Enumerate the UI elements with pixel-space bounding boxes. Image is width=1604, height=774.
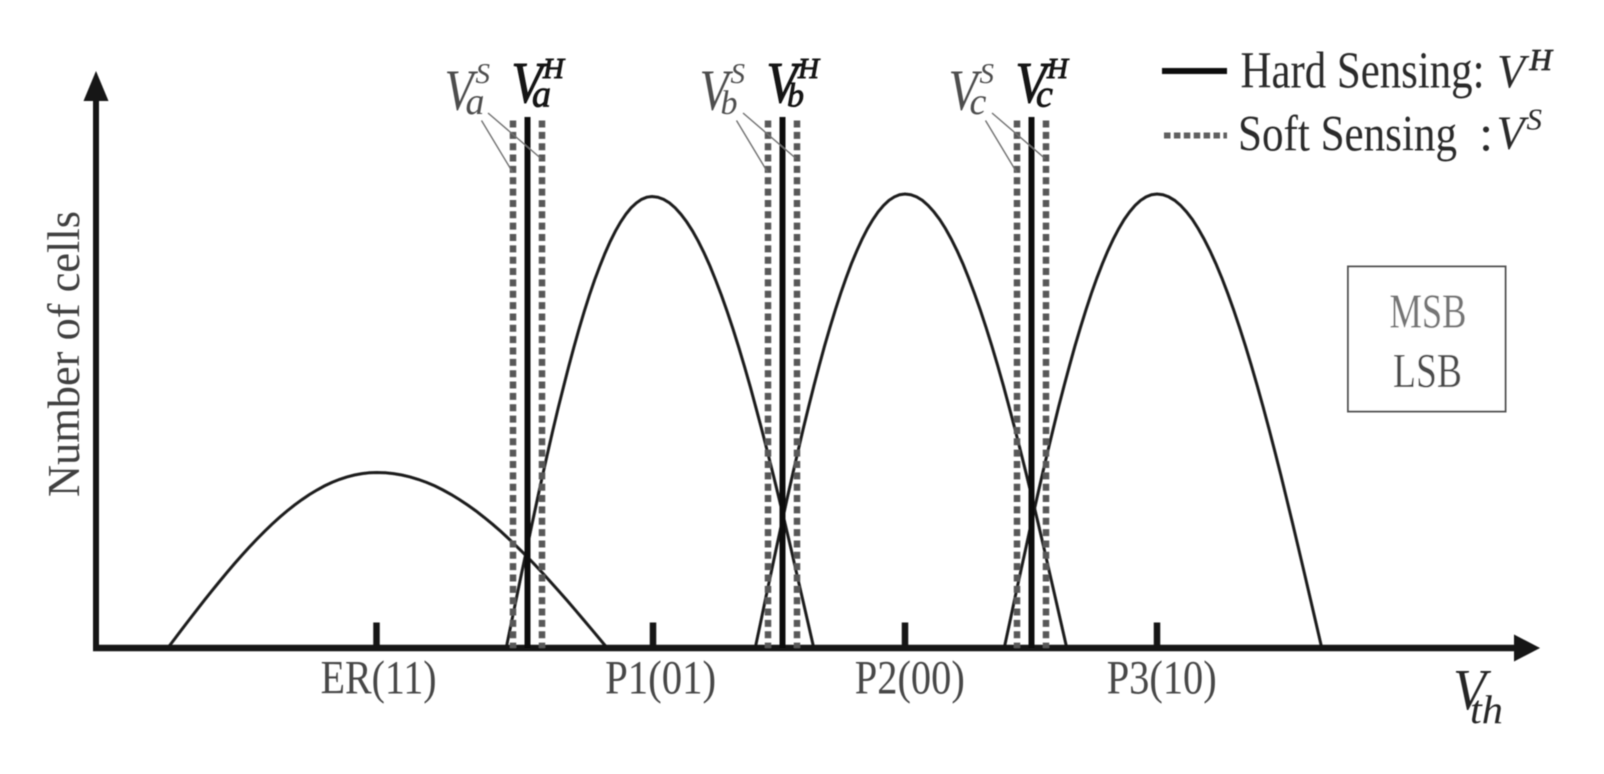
svg-text:a: a: [532, 74, 551, 116]
svg-text:b: b: [787, 78, 804, 115]
svg-text:H: H: [797, 53, 821, 85]
svg-text:P1(01): P1(01): [605, 652, 716, 705]
svg-text:Hard Sensing:: Hard Sensing:: [1241, 42, 1485, 99]
svg-text:MSB: MSB: [1390, 283, 1467, 338]
svg-text:P3(10): P3(10): [1107, 652, 1217, 705]
svg-text::: :: [1479, 107, 1493, 163]
svg-text:Soft Sensing: Soft Sensing: [1238, 107, 1457, 163]
svg-text:V: V: [512, 50, 549, 115]
svg-text:ER(11): ER(11): [321, 652, 437, 705]
svg-text:V: V: [445, 58, 479, 123]
svg-text:a: a: [466, 81, 485, 123]
svg-text:V: V: [1453, 657, 1492, 722]
svg-text:H: H: [1529, 42, 1554, 77]
svg-text:S: S: [980, 58, 995, 90]
svg-text:Number of cells: Number of cells: [38, 211, 89, 497]
svg-text:b: b: [721, 85, 738, 122]
svg-text:S: S: [731, 58, 746, 90]
svg-text:V: V: [1016, 50, 1053, 115]
svg-text:th: th: [1470, 687, 1503, 732]
svg-text:V: V: [1497, 45, 1529, 98]
svg-text:P2(00): P2(00): [855, 652, 965, 705]
svg-text:V: V: [767, 50, 804, 115]
svg-text:c: c: [970, 81, 987, 123]
svg-text:V: V: [949, 58, 983, 123]
svg-text:H: H: [1046, 53, 1070, 85]
svg-text:LSB: LSB: [1393, 343, 1462, 398]
svg-text:S: S: [476, 58, 491, 90]
svg-text:V: V: [700, 58, 734, 123]
svg-text:V: V: [1497, 107, 1529, 160]
svg-text:S: S: [1527, 102, 1543, 137]
svg-text:c: c: [1036, 74, 1053, 116]
svg-text:H: H: [542, 53, 566, 85]
